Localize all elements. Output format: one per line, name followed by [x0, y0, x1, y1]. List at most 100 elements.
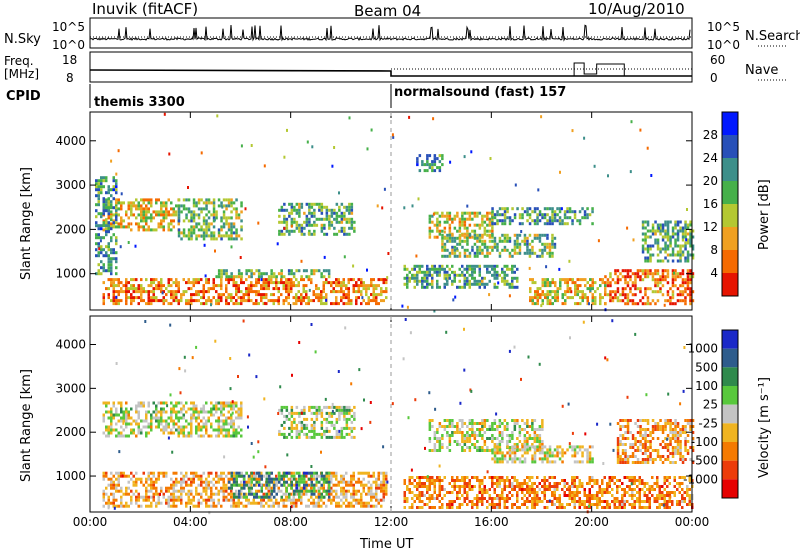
- echo-cell: [180, 407, 183, 411]
- echo-cell: [681, 235, 685, 239]
- echo-cell: [202, 237, 206, 241]
- echo-cell: [102, 504, 105, 508]
- echo-cell: [438, 169, 442, 173]
- echo-cell: [177, 431, 180, 435]
- echo-cell: [235, 495, 238, 499]
- echo-cell: [370, 474, 373, 478]
- echo-cell: [262, 284, 265, 288]
- echo-cell: [172, 498, 175, 502]
- echo-cell: [380, 290, 383, 294]
- echo-cell: [130, 422, 133, 426]
- echo-cell: [521, 428, 524, 431]
- echo-cell: [162, 204, 165, 208]
- echo-cell: [278, 408, 281, 412]
- echo-cell: [365, 504, 368, 508]
- echo-cell: [140, 219, 143, 223]
- echo-cell: [478, 485, 481, 488]
- echo-cell: [185, 419, 188, 423]
- echo-cell: [205, 480, 208, 484]
- echo-cell: [135, 495, 138, 499]
- echo-cell: [115, 236, 118, 240]
- echo-cell: [352, 483, 355, 487]
- echo-cell: [260, 299, 263, 303]
- echo-cell: [112, 501, 115, 505]
- echo-cell: [646, 256, 650, 260]
- echo-cell: [330, 498, 333, 502]
- echo-cell: [481, 437, 484, 440]
- echo-cell: [102, 401, 105, 405]
- echo-cell: [215, 492, 218, 496]
- echo-cell: [453, 488, 456, 491]
- echo-cell: [318, 208, 321, 212]
- echo-cell: [513, 449, 517, 452]
- echo-cell: [230, 272, 233, 276]
- echo-cell: [320, 474, 323, 478]
- echo-cell: [265, 284, 268, 288]
- echo-cell: [97, 188, 100, 192]
- echo-cell: [513, 216, 517, 220]
- echo-cell: [115, 278, 118, 282]
- echo-cell: [448, 233, 452, 237]
- echo-cell: [107, 209, 110, 213]
- echo-cell: [192, 210, 196, 214]
- echo-cell: [345, 471, 348, 475]
- echo-cell: [130, 210, 133, 214]
- echo-cell: [215, 434, 218, 438]
- echo-cell: [105, 501, 108, 505]
- echo-cell: [150, 504, 153, 508]
- echo-cell: [100, 188, 103, 192]
- echo-cell: [267, 278, 270, 282]
- echo-cell: [559, 170, 561, 174]
- echo-cell: [553, 216, 557, 220]
- echo-cell: [641, 238, 645, 242]
- echo-cell: [216, 114, 219, 118]
- echo-cell: [122, 284, 125, 288]
- echo-cell: [172, 501, 175, 505]
- echo-cell: [207, 210, 211, 214]
- echo-cell: [446, 254, 449, 258]
- echo-cell: [501, 207, 504, 211]
- echo-cell: [317, 299, 320, 303]
- echo-cell: [287, 302, 290, 306]
- echo-cell: [501, 437, 504, 440]
- echo-cell: [240, 272, 243, 276]
- echo-cell: [654, 241, 657, 245]
- echo-cell: [646, 235, 650, 239]
- echo-cell: [501, 460, 504, 464]
- echo-cell: [471, 431, 474, 434]
- echo-cell: [445, 277, 448, 281]
- echo-cell: [262, 504, 265, 508]
- echo-cell: [463, 479, 466, 482]
- echo-cell: [521, 443, 524, 446]
- echo-cell: [192, 474, 195, 478]
- echo-cell: [433, 235, 437, 239]
- echo-cell: [205, 231, 208, 235]
- freq-tick-bottom: 8: [66, 71, 74, 85]
- echo-cell: [200, 483, 203, 487]
- echo-cell: [155, 284, 158, 288]
- echo-cell: [277, 296, 280, 300]
- echo-cell: [632, 238, 635, 242]
- echo-cell: [222, 407, 225, 411]
- echo-cell: [180, 489, 183, 493]
- echo-cell: [135, 483, 138, 487]
- echo-cell: [97, 185, 100, 189]
- echo-cell: [531, 281, 534, 285]
- echo-cell: [187, 228, 191, 232]
- echo-cell: [232, 201, 236, 205]
- echo-cell: [310, 272, 313, 276]
- echo-cell: [438, 229, 442, 233]
- echo-cell: [225, 489, 228, 493]
- echo-cell: [215, 302, 218, 306]
- echo-cell: [292, 284, 295, 288]
- echo-cell: [282, 281, 285, 285]
- echo-cell: [641, 278, 645, 282]
- echo-cell: [335, 429, 339, 433]
- echo-cell: [155, 489, 158, 493]
- echo-cell: [162, 428, 165, 432]
- echo-cell: [630, 120, 633, 124]
- echo-cell: [431, 285, 434, 289]
- echo-cell: [110, 213, 113, 217]
- echo-cell: [639, 299, 642, 303]
- echo-cell: [160, 204, 163, 208]
